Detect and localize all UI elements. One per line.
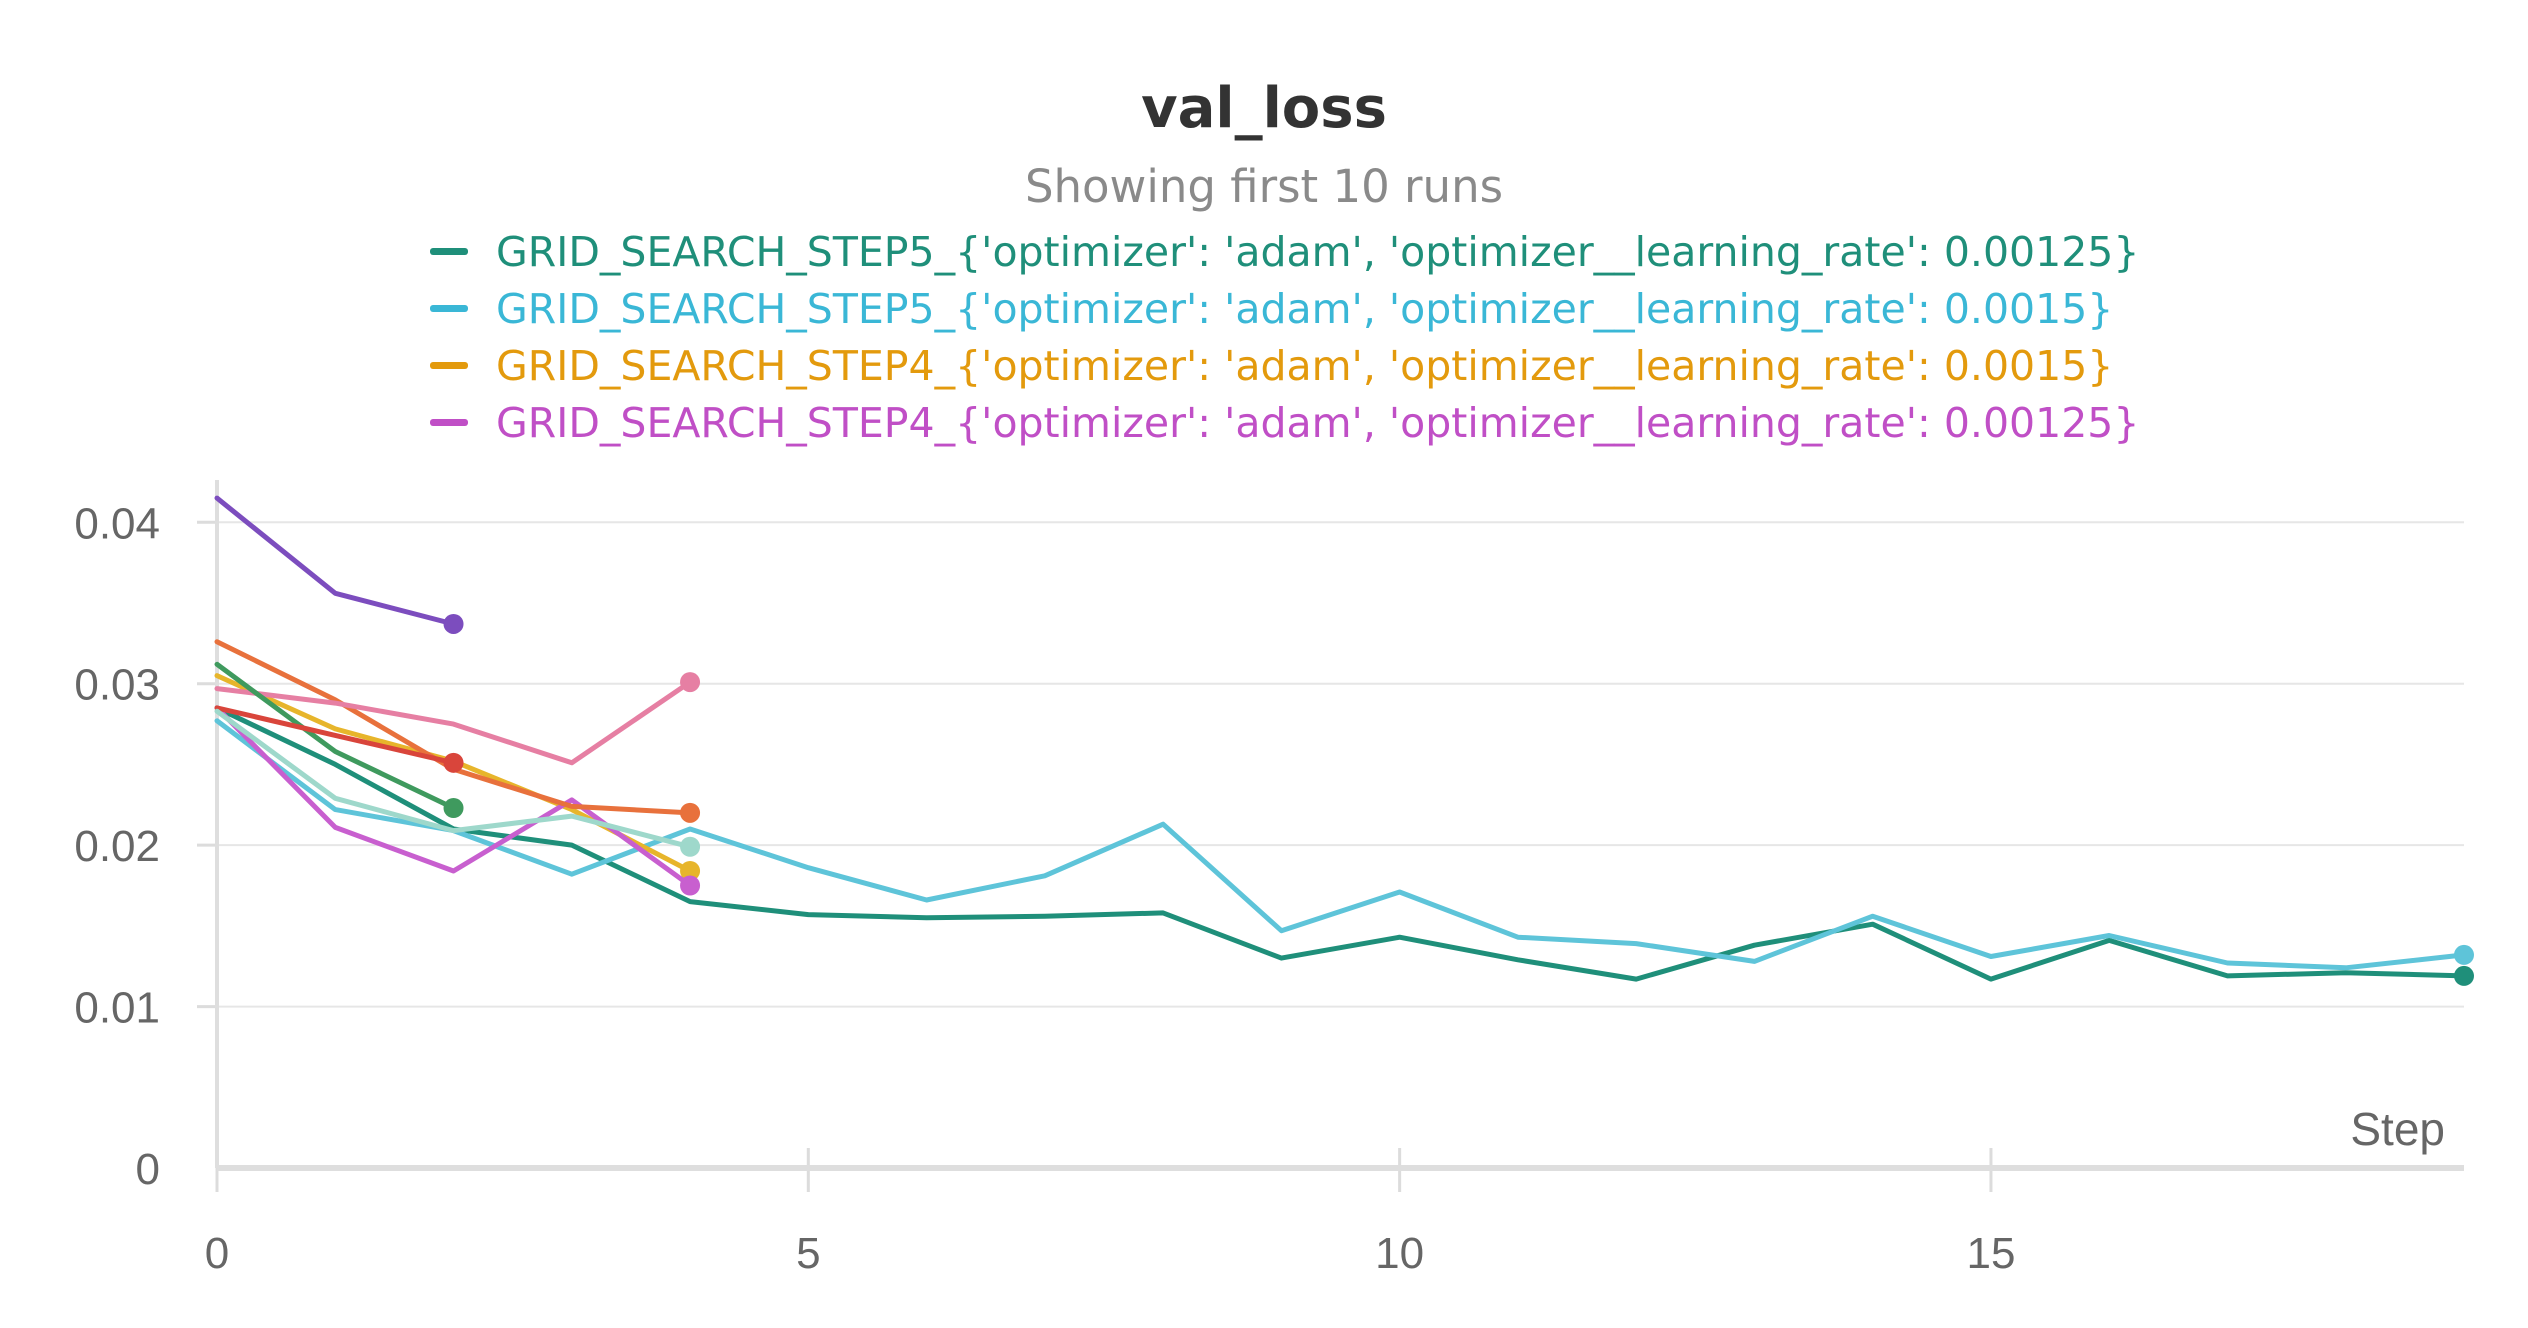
series-end-marker[interactable] (680, 836, 701, 857)
gridlines (217, 521, 2464, 1008)
series-line[interactable] (214, 708, 693, 850)
chart-subtitle: Showing first 10 runs (1024, 160, 1504, 213)
y-tick-label: 0.03 (74, 661, 160, 710)
series-line[interactable] (214, 705, 693, 888)
x-tick-label: 5 (796, 1229, 820, 1278)
legend-swatch (430, 419, 468, 426)
series-line[interactable] (214, 705, 456, 766)
y-tick-label: 0 (136, 1145, 160, 1194)
legend-swatch (430, 362, 468, 369)
x-axis-label: Step (2350, 1103, 2445, 1155)
series-line[interactable] (214, 639, 693, 816)
series-end-marker[interactable] (443, 613, 464, 634)
legend-label: GRID_SEARCH_STEP4_{'optimizer': 'adam', … (496, 399, 2140, 447)
legend-label: GRID_SEARCH_STEP5_{'optimizer': 'adam', … (496, 228, 2140, 276)
series-end-marker[interactable] (680, 672, 701, 693)
series-end-marker[interactable] (680, 860, 701, 881)
x-tick-label: 15 (1966, 1229, 2015, 1278)
series-lines (214, 495, 2474, 986)
legend-swatch (430, 248, 468, 255)
x-tick-label: 0 (205, 1229, 229, 1278)
series-end-marker[interactable] (443, 752, 464, 773)
series-end-marker[interactable] (2454, 965, 2474, 986)
legend-label: GRID_SEARCH_STEP4_{'optimizer': 'adam', … (496, 342, 2114, 390)
series-end-marker[interactable] (2454, 944, 2474, 965)
series-line[interactable] (214, 495, 456, 627)
series-end-marker[interactable] (680, 802, 701, 823)
series-line[interactable] (214, 718, 2467, 971)
series-line[interactable] (214, 661, 456, 811)
x-tick-label: 10 (1375, 1229, 1424, 1278)
series-line[interactable] (214, 679, 693, 766)
series-line[interactable] (214, 705, 2467, 982)
tick-labels: 0 0.01 0.02 0.03 0.04 0 5 10 15 Step (74, 499, 2445, 1278)
y-tick-label: 0.02 (74, 822, 160, 871)
legend-swatch (430, 305, 468, 312)
chart-title: val_loss (1141, 76, 1387, 141)
series-end-marker[interactable] (443, 798, 464, 819)
y-tick-label: 0.04 (74, 499, 160, 548)
axes (197, 480, 2464, 1192)
legend-label: GRID_SEARCH_STEP5_{'optimizer': 'adam', … (496, 285, 2114, 333)
y-tick-label: 0.01 (74, 984, 160, 1033)
series-end-marker[interactable] (680, 875, 701, 896)
